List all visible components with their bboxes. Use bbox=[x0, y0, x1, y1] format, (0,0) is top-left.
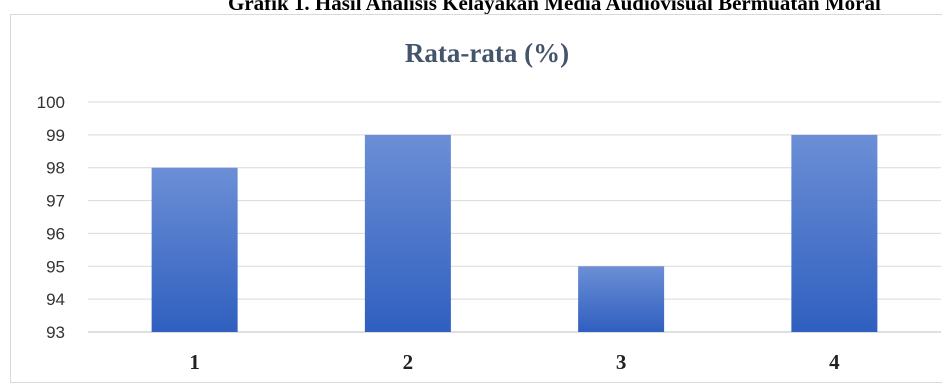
y-tick-label: 94 bbox=[46, 290, 65, 309]
chart-title: Rata-rata (%) bbox=[405, 38, 569, 68]
y-tick-label: 99 bbox=[46, 126, 65, 145]
bar-1 bbox=[151, 167, 238, 332]
y-tick-label: 100 bbox=[37, 93, 65, 112]
x-tick-label: 2 bbox=[403, 350, 414, 374]
y-tick-label: 97 bbox=[46, 192, 65, 211]
figure-caption: Grafik 1. Hasil Analisis Kelayakan Media… bbox=[228, 0, 881, 15]
x-tick-label: 4 bbox=[829, 350, 840, 374]
y-tick-label: 96 bbox=[46, 224, 65, 243]
y-tick-label: 93 bbox=[46, 323, 65, 342]
bar-chart: Rata-rata (%) 93 94 95 96 97 98 99 100 1 2 3 4 bbox=[37, 38, 941, 374]
x-tick-label: 1 bbox=[189, 350, 200, 374]
bar-4 bbox=[791, 134, 878, 332]
x-tick-label: 3 bbox=[616, 350, 627, 374]
chart-area: Rata-rata (%) 93 94 95 96 97 98 99 100 1 2 3 4 bbox=[10, 14, 942, 383]
bar-3 bbox=[578, 266, 665, 332]
bar-2 bbox=[364, 134, 451, 332]
y-tick-label: 95 bbox=[46, 257, 65, 276]
y-tick-label: 98 bbox=[46, 159, 65, 178]
